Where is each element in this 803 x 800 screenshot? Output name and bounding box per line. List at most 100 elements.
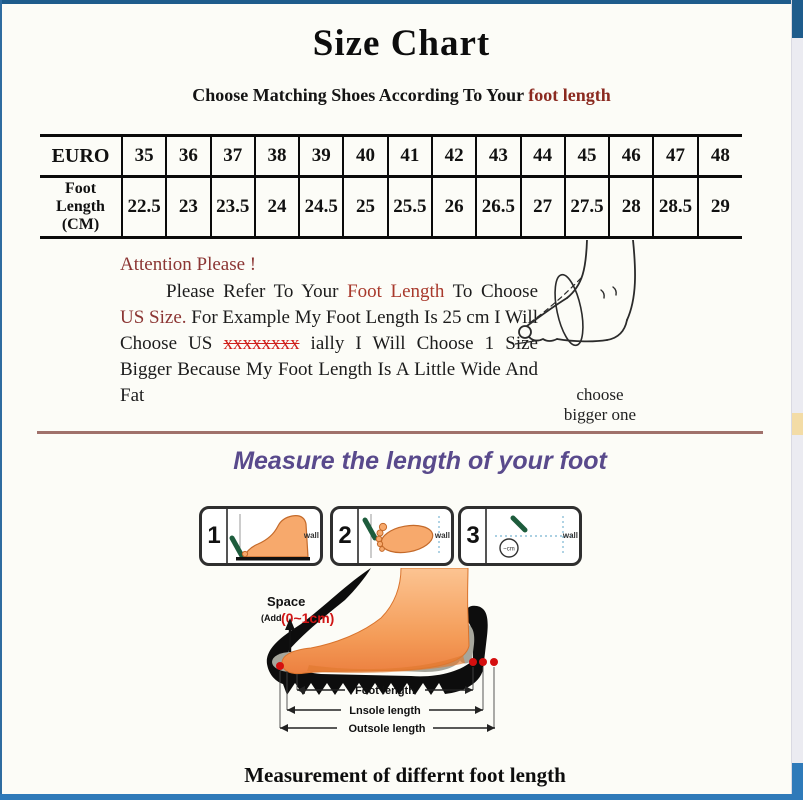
subtitle-highlight: foot length bbox=[528, 85, 611, 105]
length-cell: 23 bbox=[165, 176, 212, 238]
page-title: Size Chart bbox=[312, 23, 491, 64]
length-cell: 27 bbox=[519, 176, 566, 238]
size-cell: 38 bbox=[253, 135, 301, 177]
left-border-line bbox=[0, 0, 2, 800]
size-cell: 41 bbox=[386, 135, 433, 177]
dimension-line-insole-length: Lnsole length bbox=[287, 705, 483, 717]
step2-footprint-graphic bbox=[362, 514, 440, 558]
foot-sketch-illustration bbox=[515, 240, 636, 347]
foot-front-line bbox=[566, 240, 588, 299]
row-label-line: Foot bbox=[64, 180, 97, 198]
attention-text: Please Refer To Your bbox=[166, 281, 348, 302]
length-cell: 29 bbox=[696, 176, 742, 238]
leader-line bbox=[515, 339, 542, 345]
leg-back-line bbox=[626, 240, 636, 321]
size-cell: 47 bbox=[652, 135, 699, 177]
measure-step-3: 3 ~cm wall bbox=[458, 506, 582, 566]
floor-line bbox=[236, 557, 310, 561]
heel-point-dot bbox=[490, 658, 498, 666]
row-label-euro: EURO bbox=[40, 135, 123, 177]
length-cell: 25 bbox=[342, 176, 389, 238]
attention-us-size: US Size. bbox=[120, 307, 187, 328]
size-cell: 40 bbox=[342, 135, 389, 177]
length-cell: 26 bbox=[430, 176, 478, 238]
wall-label: wall bbox=[303, 531, 319, 540]
attention-section: Attention Please ! Please Refer To Your … bbox=[120, 254, 538, 409]
ruler-circle bbox=[499, 538, 519, 558]
length-cell: 24 bbox=[253, 176, 301, 238]
toe-shape bbox=[376, 529, 384, 537]
foot-length-row: Foot Length (CM) 22.5 23 23.5 24 24.5 25… bbox=[40, 176, 742, 238]
measure-step-2: 2 wall bbox=[330, 506, 454, 566]
subtitle-text: Choose Matching Shoes According To Your bbox=[192, 85, 524, 105]
side-foot-shape bbox=[243, 515, 309, 558]
attention-text: ially I Will Choose 1 Size Bigger Becaus… bbox=[120, 333, 538, 406]
dimension-line-outsole-length: Outsole length bbox=[280, 723, 495, 735]
bottom-border-bar bbox=[0, 794, 803, 800]
length-cell: 26.5 bbox=[475, 176, 522, 238]
dimension-guides bbox=[279, 667, 495, 728]
length-cell: 24.5 bbox=[298, 176, 345, 238]
row-label-line: (CM) bbox=[61, 215, 100, 233]
foot-length-label: Foot length bbox=[355, 685, 415, 697]
size-cell: 39 bbox=[298, 135, 345, 177]
choose-bigger-note: choose bigger one bbox=[540, 385, 660, 425]
wall-label: wall bbox=[434, 531, 450, 540]
toe-shape bbox=[376, 540, 384, 548]
step1-foot-graphic bbox=[229, 514, 310, 561]
attention-text: For Example My Foot Length Is 25 cm I Wi… bbox=[120, 307, 538, 354]
row-label-foot-length: Foot Length (CM) bbox=[40, 176, 123, 238]
attention-text: To Choose bbox=[444, 281, 538, 302]
size-cell: 45 bbox=[563, 135, 611, 177]
measuring-ellipse bbox=[554, 273, 584, 347]
attention-foot-length: Foot Length bbox=[347, 281, 445, 302]
step-number: 2 bbox=[333, 509, 359, 563]
size-cell: 43 bbox=[475, 135, 522, 177]
pencil-icon bbox=[362, 517, 378, 541]
subtitle: Choose Matching Shoes According To Your … bbox=[0, 85, 803, 106]
size-cell: 36 bbox=[165, 135, 212, 177]
scrollbar[interactable] bbox=[791, 0, 803, 800]
length-cell: 23.5 bbox=[209, 176, 256, 238]
toe-shape bbox=[379, 546, 385, 552]
length-cell: 25.5 bbox=[386, 176, 433, 238]
section-divider bbox=[37, 431, 763, 434]
sole-line bbox=[556, 338, 608, 343]
row-label-line: Length bbox=[56, 198, 105, 216]
scrollbar-top-segment bbox=[792, 0, 803, 38]
pencil-icon bbox=[229, 535, 245, 559]
insole-length-label: Lnsole length bbox=[349, 705, 421, 717]
measure-step-1: 1 wall bbox=[199, 506, 323, 566]
dimension-line-foot-length: Foot length bbox=[297, 685, 473, 697]
step-number: 3 bbox=[461, 509, 487, 563]
heel-point-dot bbox=[469, 658, 477, 666]
shoe-outsole-shape bbox=[266, 568, 488, 695]
footprint-shape bbox=[380, 524, 434, 554]
space-add-label: (Add bbox=[261, 613, 282, 623]
big-toe-circle bbox=[518, 325, 532, 339]
step3-measure-graphic: ~cm bbox=[495, 515, 573, 558]
size-cell: 48 bbox=[696, 135, 742, 177]
scrollbar-yellow-segment bbox=[792, 413, 803, 435]
space-label: Space bbox=[267, 594, 305, 609]
top-border-bar bbox=[0, 0, 803, 4]
heel-line bbox=[606, 319, 628, 341]
length-cell: 22.5 bbox=[120, 176, 168, 238]
toe-shape bbox=[241, 550, 249, 558]
attention-paragraph: Please Refer To Your Foot Length To Choo… bbox=[120, 279, 538, 409]
foot-sole-shading bbox=[307, 655, 465, 673]
toe-shape bbox=[378, 522, 388, 532]
choose-bigger-line1: choose bbox=[576, 385, 624, 404]
attention-redacted-text: xxxxxxxx bbox=[223, 333, 300, 354]
heel-point-dot bbox=[479, 658, 487, 666]
ankle-tick bbox=[612, 286, 617, 296]
ankle-tick bbox=[600, 289, 605, 299]
size-cell: 35 bbox=[120, 135, 168, 177]
length-cell: 28.5 bbox=[652, 176, 699, 238]
toe-bumps-line bbox=[528, 336, 558, 342]
toe-shape bbox=[375, 535, 383, 543]
choose-bigger-line2: bigger one bbox=[563, 405, 637, 424]
cm-label: ~cm bbox=[503, 547, 515, 553]
size-cell: 37 bbox=[209, 135, 256, 177]
